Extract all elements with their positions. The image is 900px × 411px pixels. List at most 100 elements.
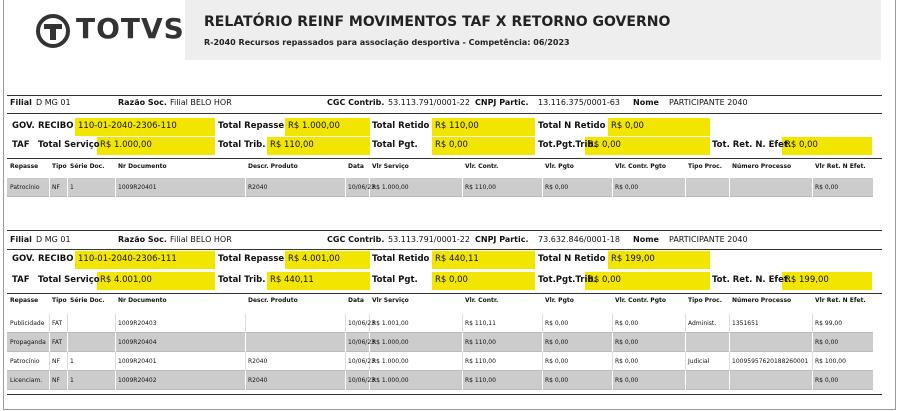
cell-divider <box>115 371 116 390</box>
highlight-box <box>432 272 535 290</box>
table-cell: 1009R20401 <box>118 358 157 366</box>
cell-divider <box>685 371 686 390</box>
table-cell: NF <box>52 184 60 192</box>
info-label: CNPJ Partic. <box>475 234 529 244</box>
gov-label: Total Repasse <box>218 254 285 265</box>
table-cell: R$ 0,00 <box>615 358 639 366</box>
table-cell: 1009R20403 <box>118 320 157 328</box>
highlight-box <box>285 251 370 269</box>
cell-divider <box>729 371 730 390</box>
gov-value: R$ 440,11 <box>435 254 479 265</box>
info-label: Nome <box>633 234 659 244</box>
gov-value: R$ 4.001,00 <box>288 254 340 265</box>
cell-divider <box>115 333 116 352</box>
table-cell: R$ 1.001,00 <box>372 320 409 328</box>
cell-divider <box>612 333 613 352</box>
taf-value: R$ 1.000,00 <box>100 140 152 151</box>
separator <box>7 158 882 159</box>
taf-value: R$ 0,00 <box>588 275 621 286</box>
gov-label: Total Retido <box>372 254 430 265</box>
highlight-box <box>97 137 215 155</box>
table-cell: 1009R20404 <box>118 339 157 347</box>
cell-divider <box>345 333 346 352</box>
info-label: CGC Contrib. <box>327 97 385 107</box>
gov-value: 110-01-2040-2306-111 <box>78 254 177 265</box>
column-header: Vlr Serviço <box>372 163 409 171</box>
table-cell: 10095957620188260001 <box>732 358 809 366</box>
taf-label: Tot.Pgt.Trib. <box>538 140 597 151</box>
table-cell: Administ. <box>688 320 717 328</box>
gov-value: R$ 110,00 <box>435 121 479 132</box>
taf-value: R$ 0,00 <box>785 140 818 151</box>
column-header: Descr. Produto <box>248 163 298 171</box>
cell-divider <box>542 333 543 352</box>
cell-divider <box>67 178 68 197</box>
table-cell: R$ 99,00 <box>815 320 843 328</box>
table-cell: R$ 0,00 <box>545 320 569 328</box>
cell-divider <box>542 371 543 390</box>
info-label: Razão Soc. <box>118 234 167 244</box>
cell-divider <box>812 333 813 352</box>
cell-divider <box>462 352 463 371</box>
cell-divider <box>542 178 543 197</box>
taf-label: Total Serviço <box>38 140 100 151</box>
report-title: RELATÓRIO REINF MOVIMENTOS TAF X RETORNO… <box>204 14 671 30</box>
highlight-box <box>585 272 710 290</box>
highlight-box <box>608 251 710 269</box>
cell-divider <box>115 352 116 371</box>
cell-divider <box>685 314 686 333</box>
table-cell: R$ 110,00 <box>465 358 496 366</box>
taf-prefix: TAF <box>12 140 30 151</box>
info-value: 53.113.791/0001-22 <box>388 97 470 107</box>
column-header: Vlr Ret. N Efet. <box>815 163 866 171</box>
table-cell: FAT <box>52 339 63 347</box>
report-subtitle: R-2040 Recursos repassados para associaç… <box>204 38 570 47</box>
cell-divider <box>812 352 813 371</box>
cell-divider <box>345 352 346 371</box>
column-header: Nr Documento <box>118 163 167 171</box>
column-header: Vlr Serviço <box>372 297 409 305</box>
column-header: Data <box>348 297 364 305</box>
taf-label: Tot.Pgt.Trib. <box>538 275 597 286</box>
cell-divider <box>345 314 346 333</box>
cell-divider <box>245 371 246 390</box>
cell-divider <box>612 352 613 371</box>
cell-divider <box>345 371 346 390</box>
cell-divider <box>612 371 613 390</box>
table-cell: 10/06/23 <box>348 377 375 385</box>
column-header: Série Doc. <box>70 163 105 171</box>
table-cell: 1 <box>70 358 74 366</box>
table-row <box>7 371 873 390</box>
cell-divider <box>67 371 68 390</box>
gov-prefix: GOV. <box>12 254 35 265</box>
highlight-box <box>585 137 710 155</box>
cell-divider <box>369 352 370 371</box>
column-header: Número Processo <box>732 297 792 305</box>
table-cell: R$ 1.000,00 <box>372 339 409 347</box>
highlight-box <box>97 272 215 290</box>
taf-label: Total Pgt. <box>372 140 418 151</box>
column-header: Descr. Produto <box>248 297 298 305</box>
table-cell: R$ 0,00 <box>545 184 569 192</box>
table-cell: Propaganda <box>10 339 46 347</box>
taf-value: R$ 0,00 <box>588 140 621 151</box>
taf-value: R$ 0,00 <box>435 275 468 286</box>
cell-divider <box>369 314 370 333</box>
column-header: Número Processo <box>732 163 792 171</box>
cell-divider <box>115 314 116 333</box>
table-cell: R$ 110,00 <box>465 339 496 347</box>
table-cell: Publicidade <box>10 320 45 328</box>
table-cell: 1351651 <box>732 320 759 328</box>
cell-divider <box>49 178 50 197</box>
gov-value: R$ 0,00 <box>611 121 644 132</box>
table-row <box>7 178 873 197</box>
taf-value: R$ 0,00 <box>435 140 468 151</box>
taf-prefix: TAF <box>12 275 30 286</box>
cell-divider <box>729 352 730 371</box>
highlight-box <box>285 118 370 136</box>
gov-value: R$ 199,00 <box>611 254 655 265</box>
table-cell: Licenciam. <box>10 377 43 385</box>
cell-divider <box>685 352 686 371</box>
cell-divider <box>685 178 686 197</box>
